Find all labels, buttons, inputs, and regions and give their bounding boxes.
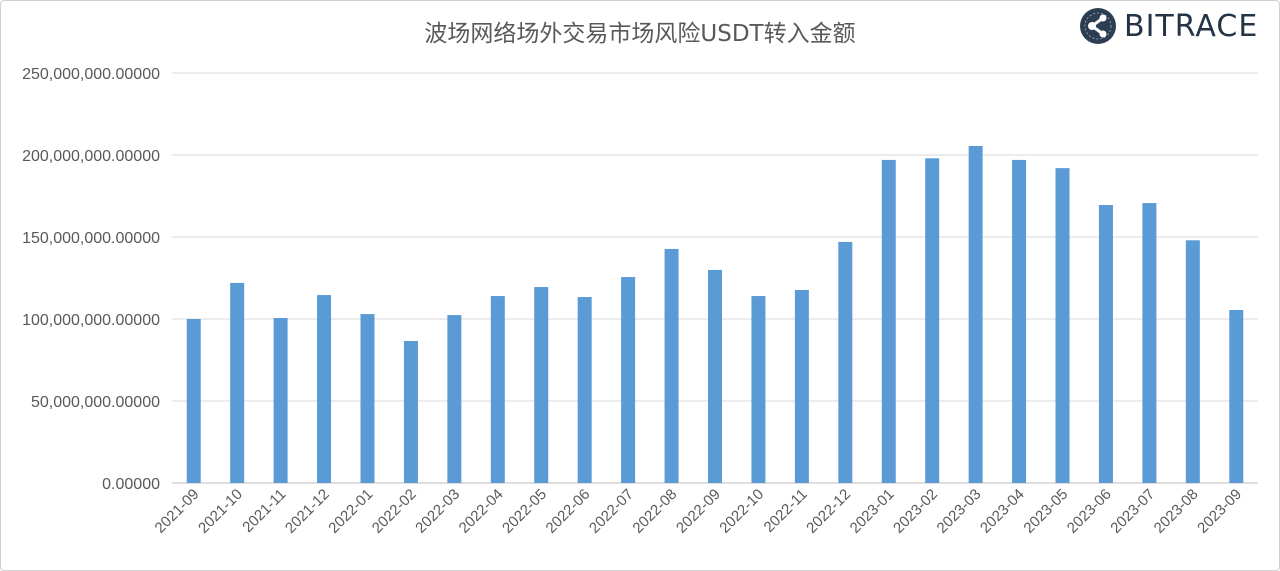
x-tick-label: 2021-09 <box>152 486 203 537</box>
bar <box>534 287 549 483</box>
bar <box>1185 240 1200 483</box>
x-tick-label: 2021-12 <box>282 486 333 537</box>
x-tick-label: 2023-04 <box>977 486 1028 537</box>
chart-title: 波场网络场外交易市场风险USDT转入金额 <box>424 21 856 47</box>
bar <box>1055 168 1070 483</box>
x-tick-label: 2022-02 <box>369 486 420 537</box>
y-tick-label: 150,000,000.00000 <box>22 230 160 247</box>
bar <box>577 297 592 483</box>
x-tick-label: 2022-07 <box>586 486 637 537</box>
x-tick-label: 2021-10 <box>195 486 246 537</box>
bar <box>403 340 418 483</box>
y-tick-label: 100,000,000.00000 <box>22 312 160 329</box>
bar <box>838 241 853 483</box>
x-tick-label: 2022-08 <box>629 486 680 537</box>
bitrace-logo: BITRACE <box>1078 6 1258 46</box>
bitrace-logo-icon <box>1080 8 1116 44</box>
x-tick-label: 2022-12 <box>803 486 854 537</box>
x-tick-label: 2021-11 <box>239 486 289 536</box>
x-tick-label: 2022-11 <box>761 486 811 536</box>
y-tick-label: 200,000,000.00000 <box>22 148 160 165</box>
bar <box>273 318 288 483</box>
bar <box>1012 159 1027 484</box>
x-tick-label: 2023-01 <box>847 486 898 537</box>
y-tick-label: 250,000,000.00000 <box>22 66 160 83</box>
bar <box>1098 205 1113 483</box>
bar <box>1142 203 1157 483</box>
y-tick-label: 0.00000 <box>102 476 160 493</box>
x-tick-label: 2023-08 <box>1151 486 1202 537</box>
bar <box>881 159 896 484</box>
x-tick-label: 2023-05 <box>1020 486 1071 537</box>
x-tick-label: 2022-05 <box>499 486 550 537</box>
bar <box>968 145 983 484</box>
x-tick-label: 2022-01 <box>325 486 376 537</box>
bar <box>794 289 809 483</box>
x-tick-label: 2022-03 <box>412 486 463 537</box>
x-tick-label: 2023-02 <box>890 486 941 537</box>
x-tick-label: 2023-07 <box>1107 486 1158 537</box>
x-tick-label: 2022-06 <box>543 486 594 537</box>
bar <box>1229 309 1244 483</box>
bar <box>925 158 940 483</box>
x-tick-label: 2022-10 <box>716 486 767 537</box>
x-tick-label: 2023-09 <box>1194 486 1245 537</box>
bar <box>708 269 722 483</box>
x-tick-label: 2022-04 <box>456 486 507 537</box>
bar <box>317 295 332 483</box>
x-tick-label: 2023-03 <box>934 486 985 537</box>
bar <box>360 314 375 483</box>
bar <box>751 296 766 483</box>
y-tick-label: 50,000,000.00000 <box>31 394 160 411</box>
x-tick-label: 2023-06 <box>1064 486 1115 537</box>
bar <box>230 282 245 483</box>
bar <box>664 248 679 483</box>
bar <box>447 315 462 483</box>
bar <box>186 319 201 483</box>
bar <box>621 277 636 483</box>
bar <box>490 296 505 483</box>
x-tick-label: 2022-09 <box>673 486 724 537</box>
logo-text: BITRACE <box>1124 8 1259 44</box>
